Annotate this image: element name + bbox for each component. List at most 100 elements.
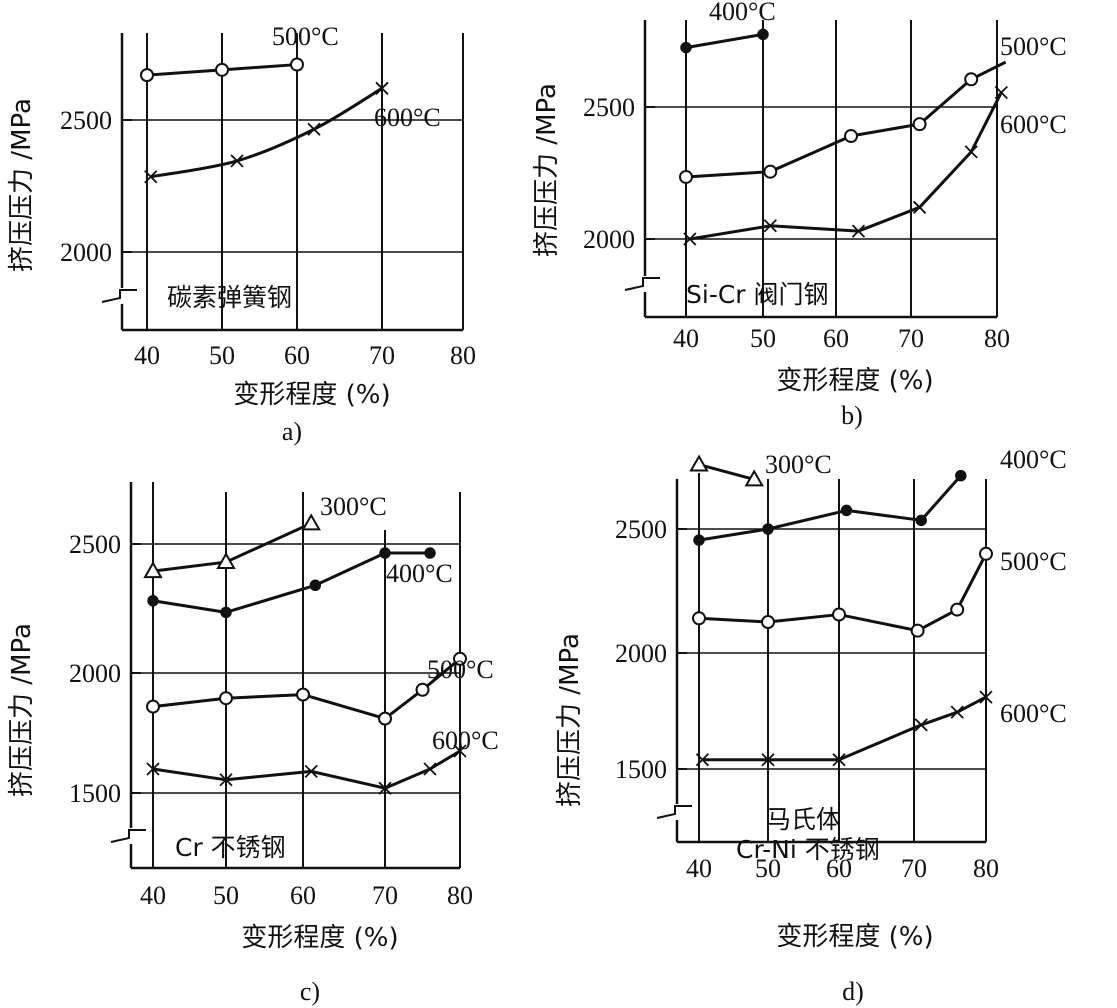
x-tick-label: 50 <box>755 854 781 883</box>
marker-cross <box>914 718 928 732</box>
marker-open-triangle <box>143 561 163 579</box>
y-tick-label: 2000 <box>583 225 635 254</box>
marker-cross <box>307 122 321 136</box>
marker-open-circle <box>832 607 846 622</box>
series-600c: 600°C <box>695 690 1067 767</box>
marker-cross <box>378 781 392 795</box>
marker-open-triangle <box>744 469 764 487</box>
material-label: 碳素弹簧钢 <box>167 283 292 312</box>
y-axis-label: 挤压压力 /MPa <box>7 623 37 797</box>
chart-panel-a: 40 50 60 70 80 2000 2500 500°C 600°C 碳素弹簧钢 挤压压力 /M… <box>7 22 476 446</box>
marker-filled-circle <box>220 606 232 619</box>
series-label: 400°C <box>386 559 453 588</box>
series-300c: 300°C <box>143 492 387 579</box>
marker-open-circle <box>140 68 154 83</box>
series-line <box>689 91 1003 241</box>
x-tick-label: 80 <box>450 341 476 370</box>
series-400c: 400°C <box>693 445 1067 546</box>
x-tick-label: 70 <box>372 881 398 910</box>
series-label: 500°C <box>427 655 494 684</box>
series-label: 300°C <box>765 450 832 479</box>
series-label: 400°C <box>709 0 776 26</box>
marker-filled-circle <box>757 28 769 41</box>
series-line <box>698 474 962 542</box>
series-500c: 500°C <box>140 22 339 83</box>
series-500c: 500°C <box>692 546 1067 638</box>
panel-caption: b) <box>841 401 863 430</box>
series-line <box>702 695 987 762</box>
series-400c: 400°C <box>147 547 453 619</box>
x-tick-label: 50 <box>213 881 239 910</box>
x-tick-label: 50 <box>750 324 776 353</box>
material-label: 马氏体 <box>766 805 841 834</box>
marker-cross <box>683 232 697 246</box>
x-tick-label: 60 <box>826 854 852 883</box>
marker-open-circle <box>844 129 858 144</box>
marker-cross <box>375 81 389 95</box>
x-axis-label: 变形程度 (%) <box>241 923 398 953</box>
marker-open-triangle <box>216 552 236 570</box>
x-tick-label: 40 <box>673 324 699 353</box>
axis-break-gap <box>642 276 648 292</box>
x-tick-label: 70 <box>369 341 395 370</box>
marker-open-circle <box>453 651 467 666</box>
series-600c: 600°C <box>144 81 441 184</box>
y-axis-label: 挤压压力 /MPa <box>532 83 562 257</box>
marker-open-circle <box>415 682 430 697</box>
x-tick-label: 60 <box>284 341 310 370</box>
chart-panel-d: 40 50 60 70 80 1500 2000 2500 300°C 400°C 500°C 600… <box>555 445 1067 1006</box>
marker-cross <box>912 200 927 214</box>
marker-filled-circle <box>379 547 391 559</box>
axis-break-icon <box>656 805 692 819</box>
x-tick-label: 70 <box>898 324 924 353</box>
series-label: 300°C <box>320 492 387 521</box>
marker-filled-circle <box>680 41 692 54</box>
x-tick-label: 80 <box>447 881 473 910</box>
x-tick-label: 60 <box>290 881 316 910</box>
series-line <box>152 657 461 721</box>
marker-filled-circle <box>955 469 967 482</box>
y-tick-label: 2500 <box>615 515 667 544</box>
series-line <box>150 87 383 179</box>
marker-open-circle <box>146 699 160 714</box>
marker-cross <box>144 170 158 184</box>
marker-cross <box>453 744 467 758</box>
marker-open-circle <box>910 623 925 638</box>
marker-cross <box>761 753 775 767</box>
series-500c: 500°C <box>679 32 1067 184</box>
series-600c: 600°C <box>683 85 1067 246</box>
marker-open-circle <box>296 687 310 702</box>
series-line <box>685 60 1007 179</box>
marker-cross <box>146 762 160 776</box>
x-tick-label: 40 <box>134 341 160 370</box>
series-500c: 500°C <box>146 651 494 726</box>
x-tick-label: 60 <box>823 324 849 353</box>
axis-break-gap <box>674 804 680 820</box>
panel-caption: a) <box>282 417 302 446</box>
series-label: 400°C <box>1000 445 1067 474</box>
y-tick-label: 2000 <box>69 659 121 688</box>
marker-open-circle <box>215 62 229 77</box>
x-tick-label: 40 <box>686 854 712 883</box>
series-line <box>698 463 755 481</box>
marker-open-triangle <box>301 513 321 531</box>
marker-cross <box>950 705 964 719</box>
chart-panel-b: 40 50 60 70 80 2000 2500 400°C 500°C 600°C Si-Cr 阀… <box>532 0 1067 430</box>
marker-cross <box>763 219 777 233</box>
series-label: 600°C <box>374 103 441 132</box>
chart-panel-c: 40 50 60 70 80 1500 2000 2500 300°C 400°C 500°C 600… <box>7 482 499 1006</box>
y-axis-label: 挤压压力 /MPa <box>555 633 585 807</box>
panel-caption: d) <box>842 977 864 1006</box>
marker-open-circle <box>679 169 693 184</box>
y-tick-label: 1500 <box>69 779 121 808</box>
series-600c: 600°C <box>146 726 499 795</box>
series-label: 500°C <box>272 22 339 51</box>
y-tick-label: 2500 <box>60 106 112 135</box>
series-label: 500°C <box>1000 547 1067 576</box>
marker-cross <box>979 690 993 704</box>
y-tick-label: 2000 <box>615 639 667 668</box>
marker-filled-circle <box>309 579 322 592</box>
x-tick-label: 80 <box>984 324 1010 353</box>
x-tick-label: 50 <box>209 341 235 370</box>
